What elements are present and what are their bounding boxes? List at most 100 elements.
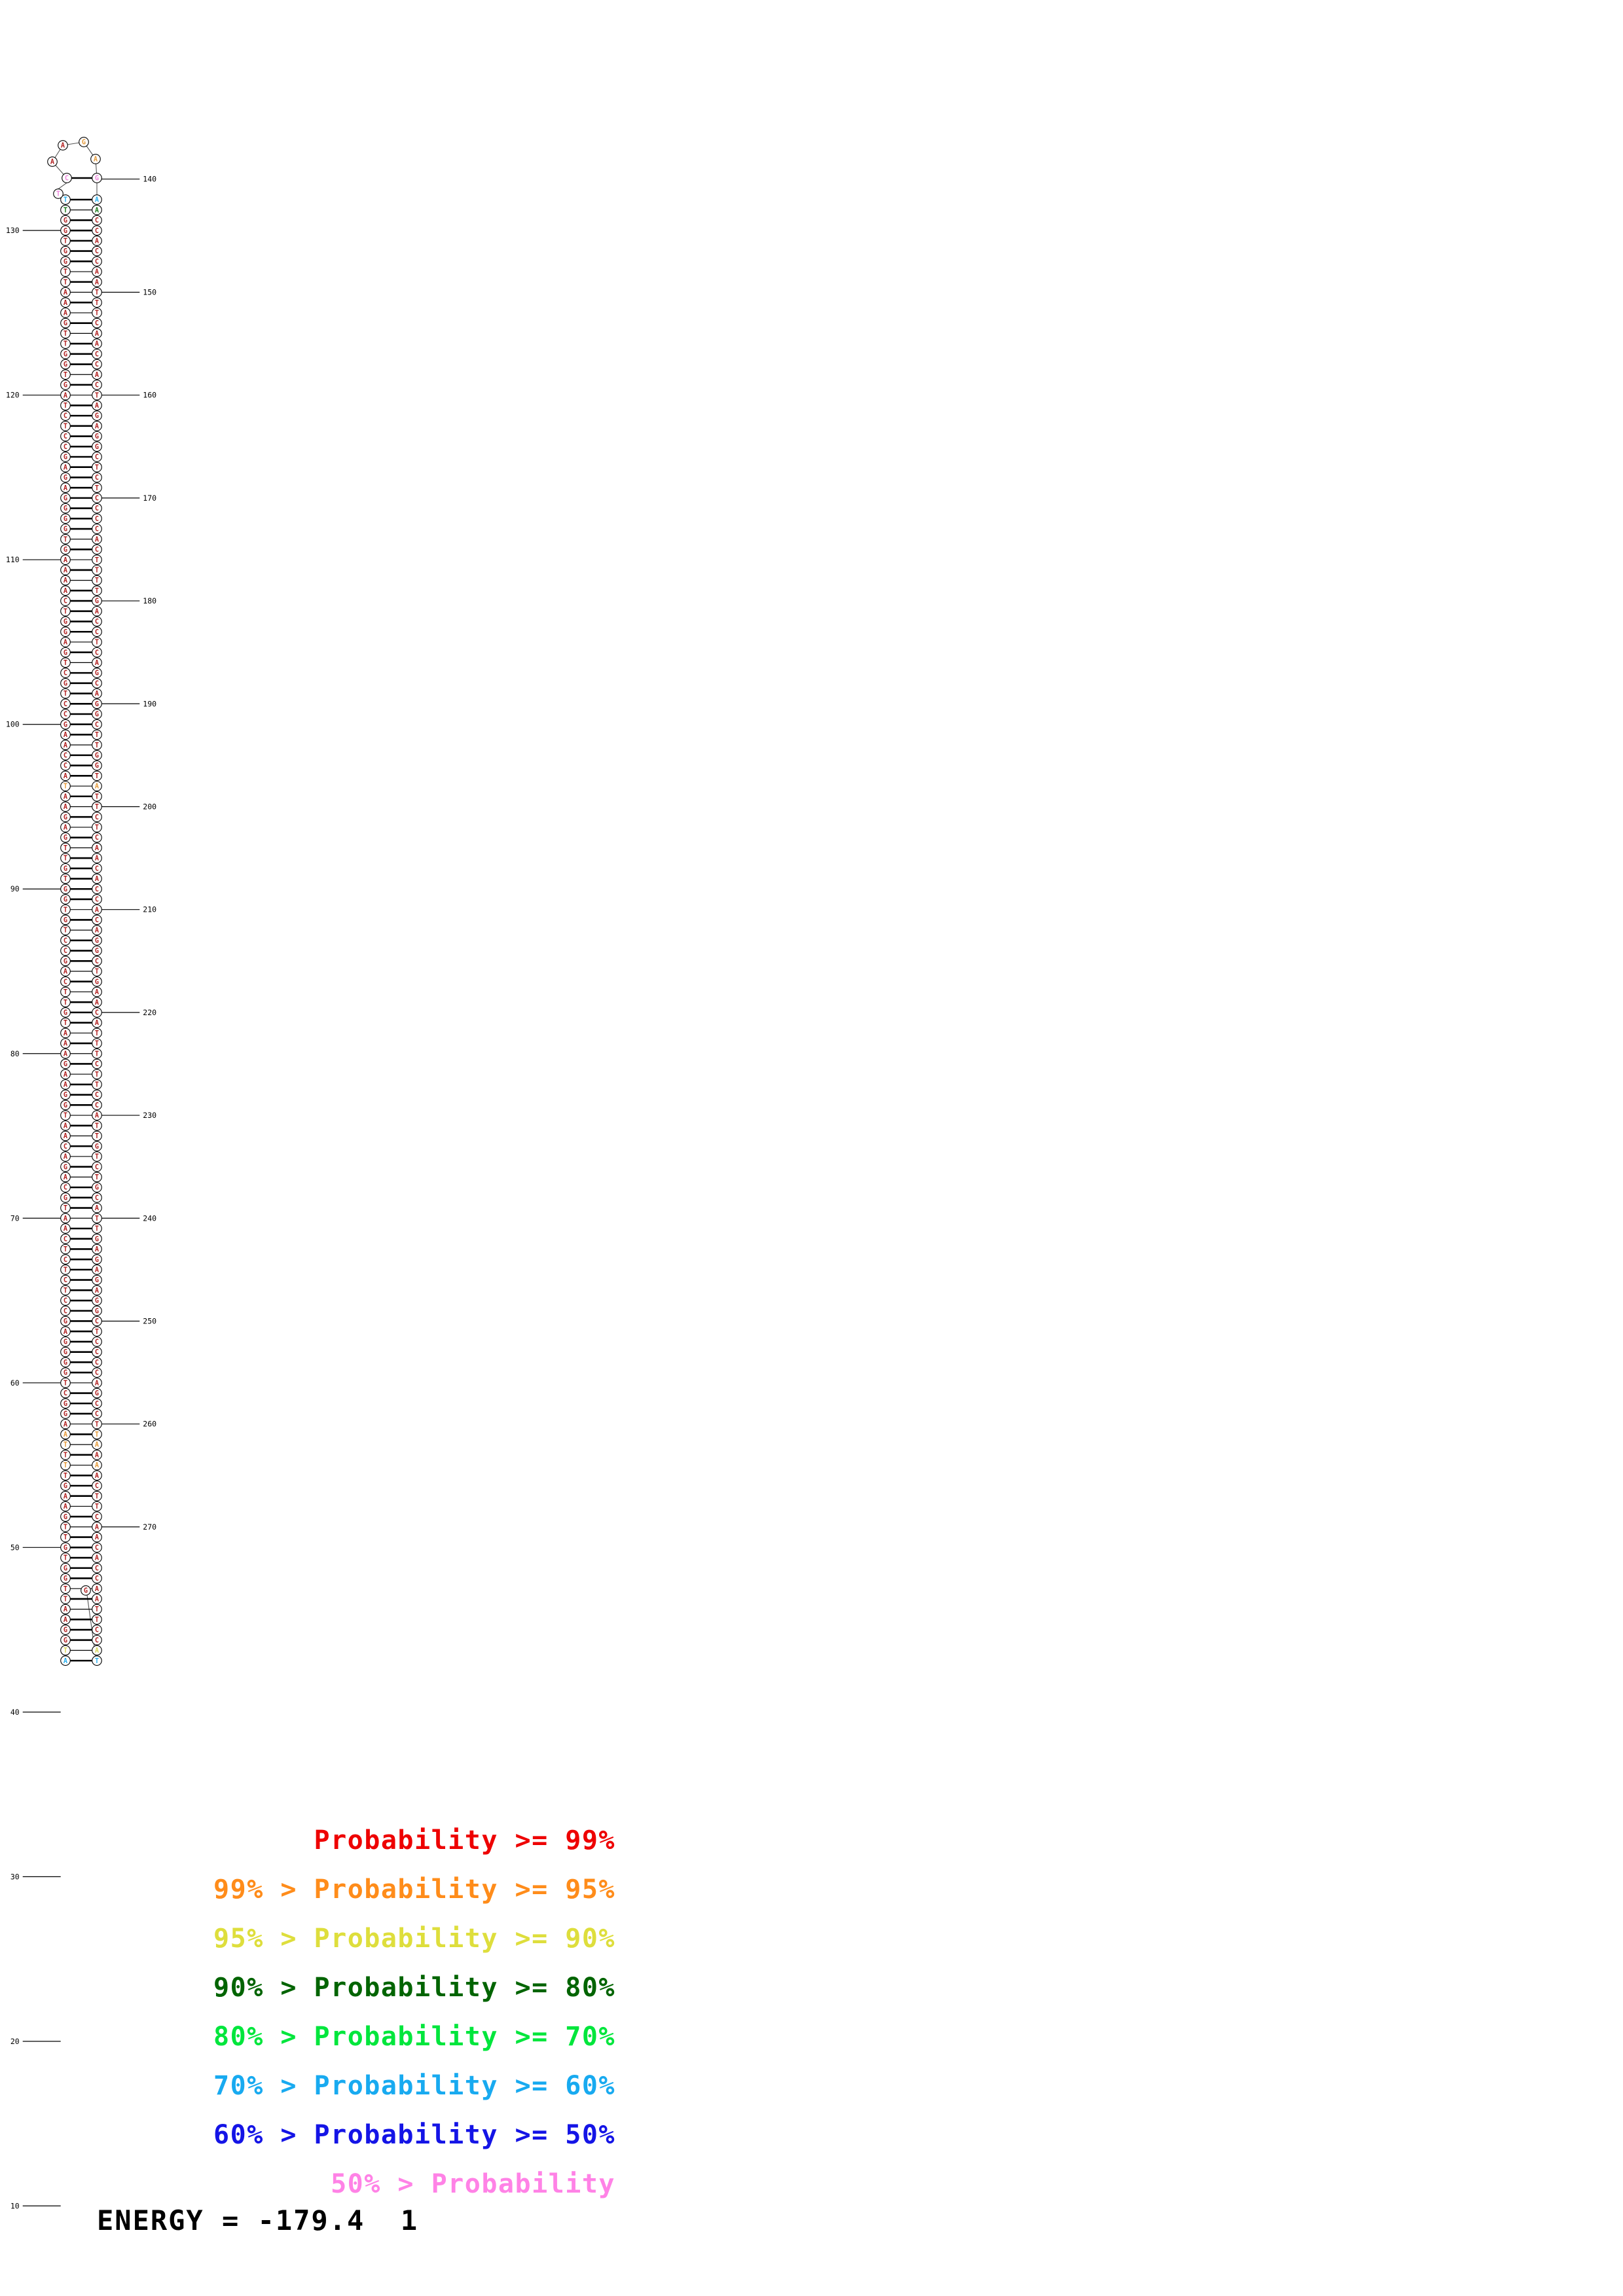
nucleotide-right xyxy=(92,1367,102,1378)
nucleotide-label: G xyxy=(64,259,67,266)
nucleotide-label: T xyxy=(64,691,67,698)
nucleotide-left xyxy=(60,1594,71,1604)
nucleotide-label: C xyxy=(64,1390,67,1397)
nucleotide-right xyxy=(92,1439,102,1450)
nucleotide-label: C xyxy=(95,619,99,626)
bulge-backbone-segment xyxy=(58,182,67,190)
tick-label: 10 xyxy=(10,2201,20,2210)
nucleotide-label: G xyxy=(95,948,99,955)
nucleotide-label: C xyxy=(95,1545,99,1552)
nucleotide-right xyxy=(92,1048,102,1059)
nucleotide-label: T xyxy=(64,1287,67,1295)
nucleotide-label: T xyxy=(64,1020,67,1027)
nucleotide-label: A xyxy=(61,143,65,150)
nucleotide-right xyxy=(92,677,102,689)
nucleotide-right xyxy=(92,245,102,257)
nucleotide-left xyxy=(60,1100,71,1111)
nucleotide-label: T xyxy=(64,269,67,276)
probability-legend: Probability >= 99% 99% > Probability >= … xyxy=(98,1816,753,2209)
nucleotide-right xyxy=(92,328,102,339)
nucleotide-left xyxy=(60,1254,71,1265)
nucleotide-label: C xyxy=(95,886,99,893)
nucleotide-left xyxy=(60,801,71,812)
nucleotide-left xyxy=(60,482,71,493)
tick-label: 60 xyxy=(10,1378,20,1388)
tick-label: 230 xyxy=(143,1111,156,1120)
nucleotide-label: A xyxy=(64,1050,67,1058)
nucleotide-left xyxy=(60,1470,71,1481)
nucleotide-right xyxy=(92,657,102,668)
nucleotide-left xyxy=(60,976,71,987)
nucleotide-right xyxy=(92,1552,102,1563)
nucleotide-right xyxy=(92,801,102,812)
nucleotide-label: C xyxy=(95,382,99,389)
nucleotide-label: A xyxy=(95,1596,99,1604)
legend-line: 90% > Probability >= 80% xyxy=(213,1973,615,2003)
nucleotide-label: A xyxy=(95,423,99,430)
nucleotide-label: T xyxy=(95,732,99,739)
nucleotide-label: C xyxy=(95,320,99,327)
nucleotide-left xyxy=(60,1244,71,1255)
nucleotide-left xyxy=(60,1110,71,1121)
nucleotide-label: C xyxy=(64,1236,67,1243)
nucleotide-label: T xyxy=(95,1329,99,1336)
loop-nucleotide xyxy=(79,137,89,147)
nucleotide-label: T xyxy=(95,485,99,492)
nucleotide-label: T xyxy=(64,341,67,348)
nucleotide-left xyxy=(60,822,71,833)
nucleotide-label: C xyxy=(95,917,99,924)
nucleotide-label: G xyxy=(64,1318,67,1325)
nucleotide-left xyxy=(60,1532,71,1543)
tick-label: 240 xyxy=(143,1213,156,1223)
nucleotide-label: C xyxy=(95,248,99,255)
nucleotide-label: C xyxy=(95,1370,99,1377)
nucleotide-right xyxy=(92,1120,102,1131)
nucleotide-right xyxy=(92,1265,102,1275)
nucleotide-label: A xyxy=(95,341,99,348)
nucleotide-label: A xyxy=(64,1329,67,1336)
nucleotide-left xyxy=(60,1079,71,1090)
nucleotide-left xyxy=(60,1192,71,1203)
nucleotide-label: G xyxy=(64,547,67,554)
nucleotide-label: T xyxy=(64,906,67,914)
nucleotide-label: G xyxy=(64,1164,67,1171)
nucleotide-label: C xyxy=(64,598,67,605)
nucleotide-label: A xyxy=(64,969,67,976)
nucleotide-label: G xyxy=(95,444,99,451)
nucleotide-left xyxy=(60,637,71,647)
nucleotide-left xyxy=(60,709,71,719)
nucleotide-right xyxy=(92,369,102,380)
nucleotide-label: C xyxy=(95,547,99,554)
nucleotide-left xyxy=(60,1480,71,1491)
nucleotide-label: A xyxy=(95,660,99,667)
nucleotide-right xyxy=(92,287,102,298)
nucleotide-right xyxy=(92,760,102,771)
nucleotide-label: A xyxy=(64,310,67,317)
nucleotide-left xyxy=(60,1367,71,1378)
nucleotide-label: C xyxy=(64,444,67,451)
nucleotide-label: G xyxy=(64,526,67,533)
nucleotide-right xyxy=(92,605,102,617)
nucleotide-label: T xyxy=(95,773,99,780)
nucleotide-right xyxy=(92,637,102,647)
nucleotide-label: A xyxy=(95,1473,99,1480)
nucleotide-label: T xyxy=(95,969,99,976)
nucleotide-right xyxy=(92,1326,102,1337)
nucleotide-left xyxy=(60,1418,71,1429)
nucleotide-label: G xyxy=(64,865,67,872)
nucleotide-label: A xyxy=(64,464,67,471)
nucleotide-left xyxy=(60,770,71,781)
nucleotide-left xyxy=(60,1151,71,1162)
nucleotide-label: C xyxy=(95,1411,99,1418)
nucleotide-right xyxy=(92,997,102,1008)
nucleotide-label: G xyxy=(64,649,67,656)
nucleotide-right xyxy=(92,410,102,421)
nucleotide-label: A xyxy=(95,1287,99,1295)
nucleotide-left xyxy=(60,575,71,586)
nucleotide-right xyxy=(92,688,102,699)
nucleotide-label: A xyxy=(95,1452,99,1459)
nucleotide-label: A xyxy=(64,1154,67,1161)
nucleotide-label: G xyxy=(64,320,67,327)
nucleotide-right xyxy=(92,1254,102,1265)
nucleotide-right xyxy=(92,626,102,637)
